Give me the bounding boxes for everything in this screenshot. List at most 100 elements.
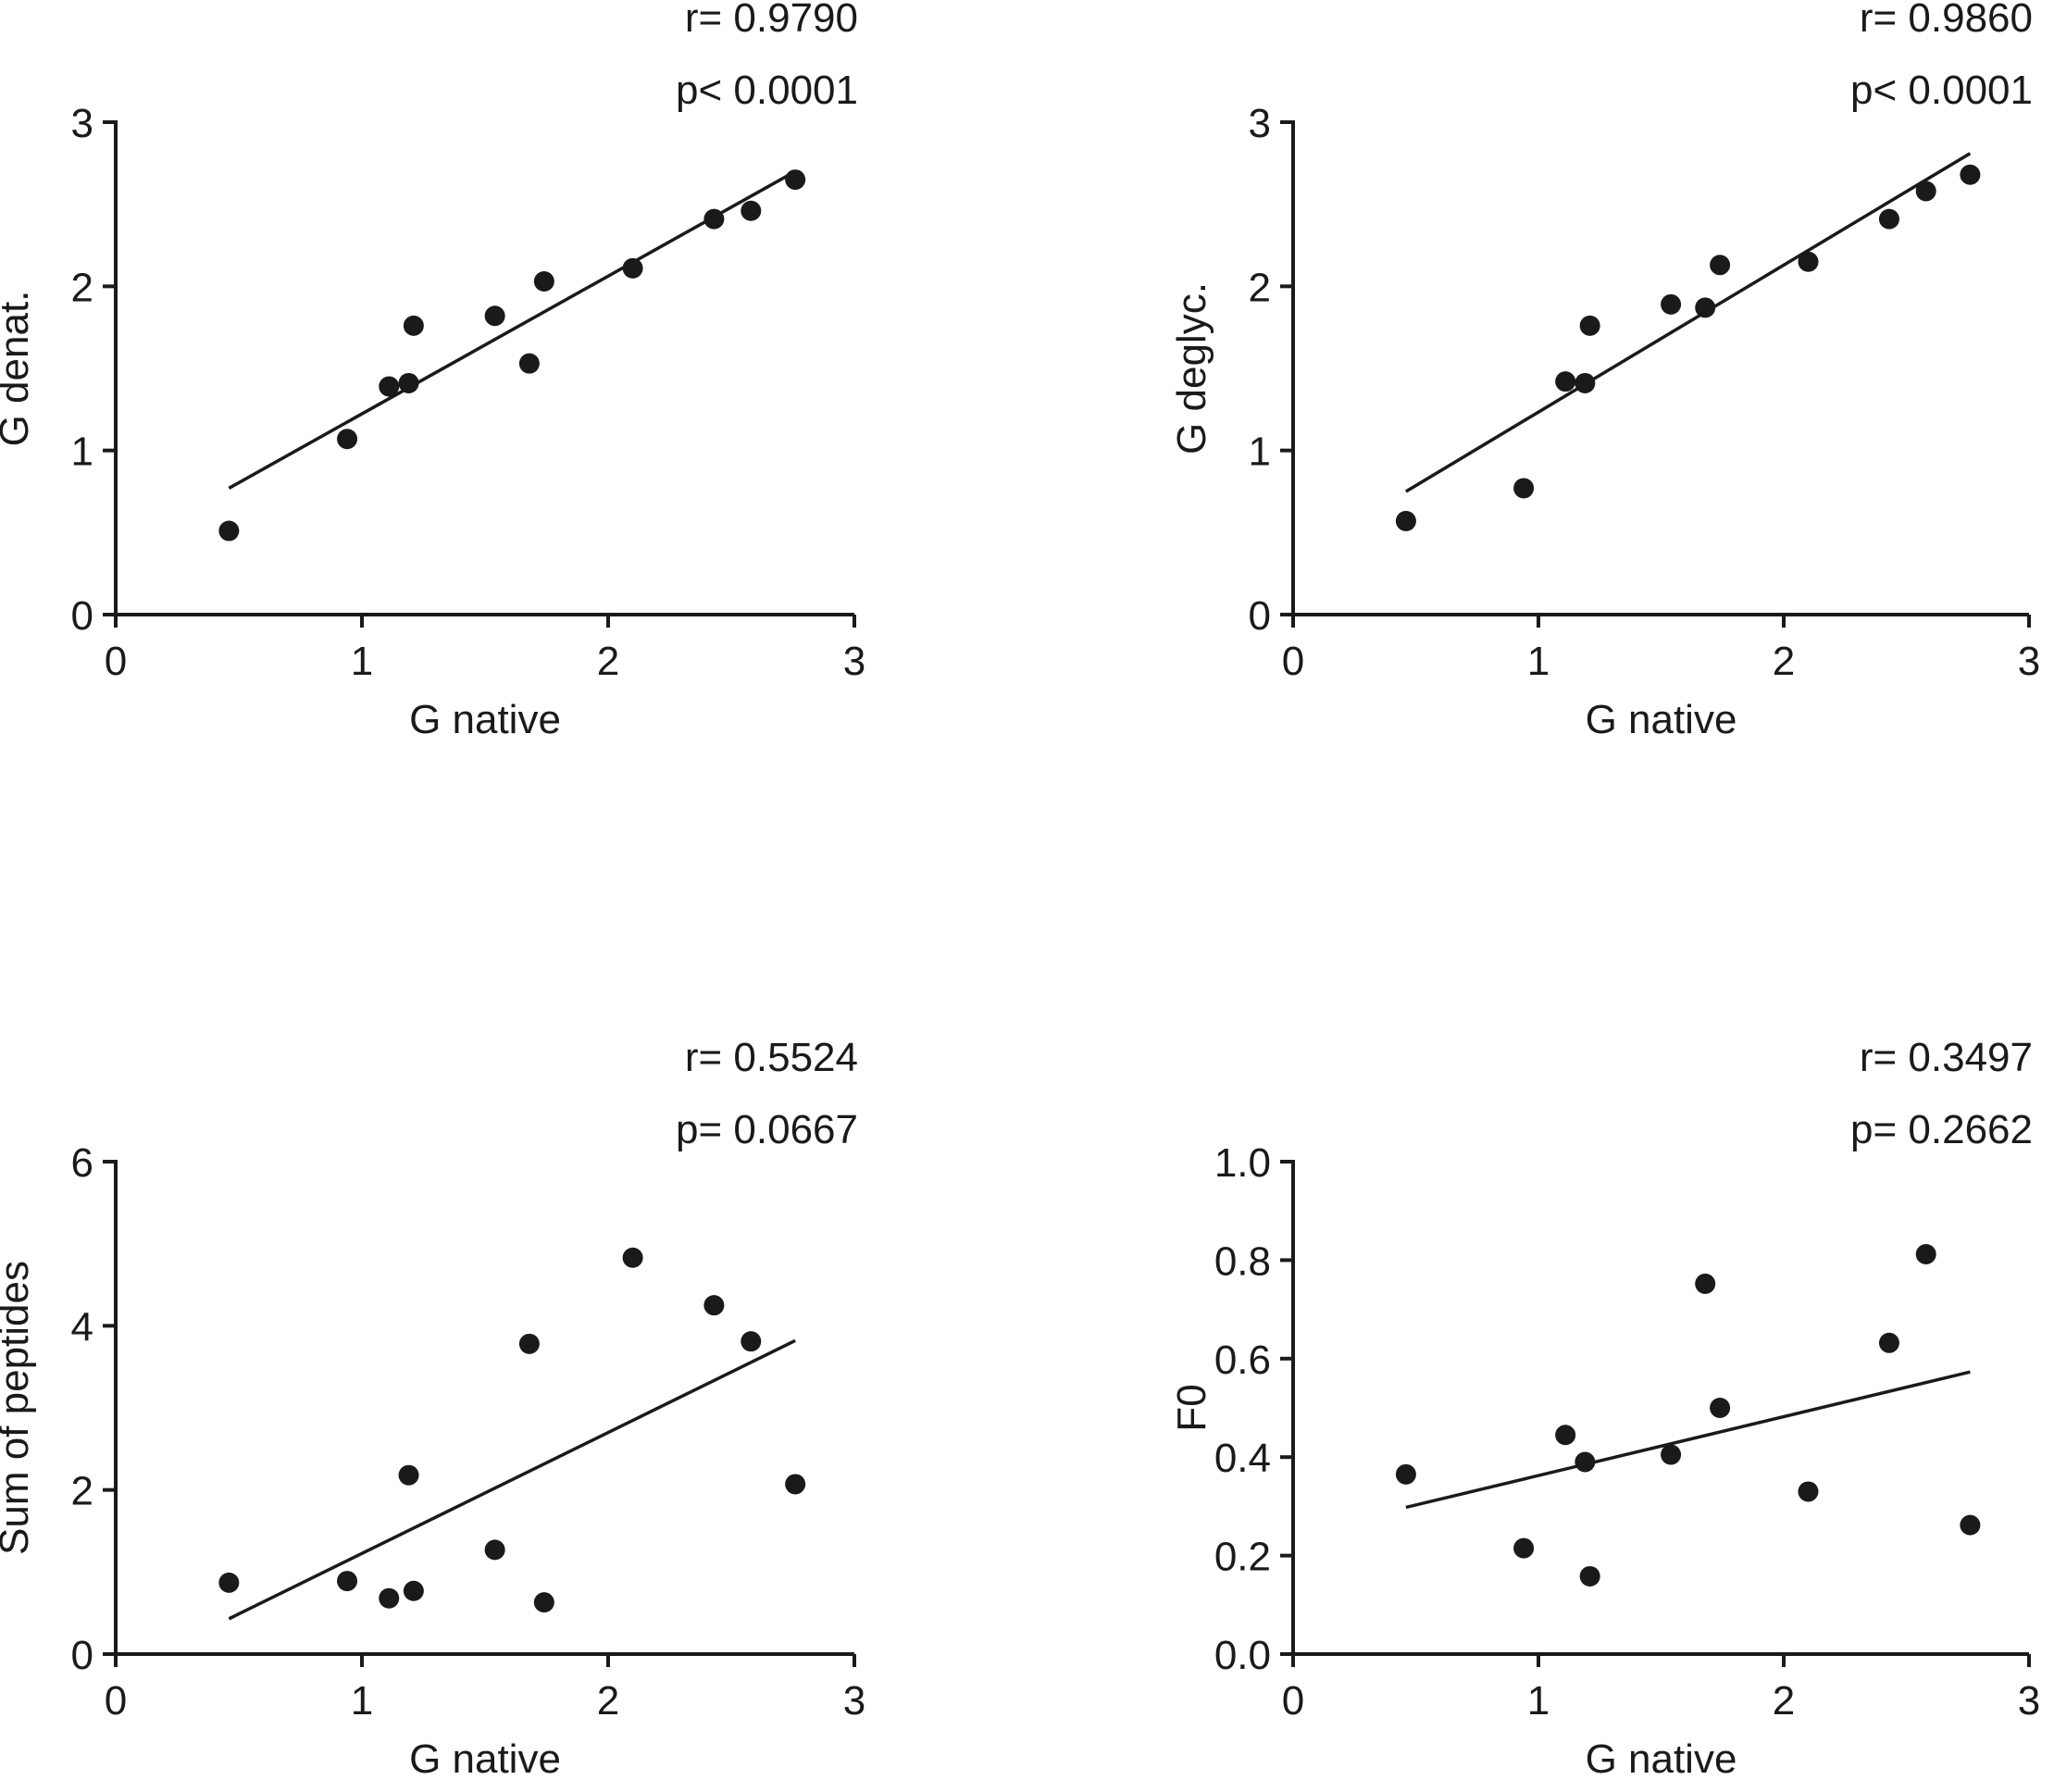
data-point [379,376,400,397]
data-point [398,372,419,393]
data-point [785,169,806,191]
data-point [403,315,424,336]
data-point [1555,371,1576,392]
x-tick-label: 2 [597,1678,619,1724]
y-tick-label: 2 [71,1469,93,1514]
data-point [703,208,725,230]
x-axis-title: G native [409,1736,561,1782]
data-point [379,1587,400,1609]
r-value-label: r= 0.3497 [1860,1035,2033,1080]
y-tick-label: 0.6 [1214,1338,1271,1383]
data-point [703,1295,725,1316]
data-point [1513,1537,1535,1559]
y-tick-label: 0 [71,1633,93,1678]
data-point [1695,1273,1716,1294]
data-point [337,429,358,450]
x-axis-title: G native [1586,1736,1737,1782]
y-axis-title: Sum of peptides [0,1261,37,1555]
data-point [1575,372,1596,393]
data-point [1513,478,1535,499]
data-point [1695,297,1716,318]
data-point [1579,1565,1600,1587]
x-tick-label: 2 [597,639,619,684]
data-point [1710,255,1731,276]
x-tick-label: 0 [105,1678,127,1724]
y-tick-label: 3 [71,101,93,146]
data-point [533,1592,554,1613]
data-point [1878,208,1899,230]
y-tick-label: 3 [1249,101,1271,146]
y-tick-label: 1.0 [1214,1140,1271,1186]
data-point [1710,1398,1731,1418]
data-point [1798,1481,1819,1502]
r-value-label: r= 0.5524 [685,1035,858,1080]
data-point [1960,1514,1981,1536]
y-tick-label: 1 [1249,429,1271,475]
x-axis-title: G native [1586,697,1737,742]
x-tick-label: 3 [843,1678,865,1724]
data-point [785,1474,806,1495]
panel-2: 0 1 2 3 0 1 2 3 G native G deglyc. r= 0.9860 p< 0.0… [1169,0,2040,742]
x-tick-label: 2 [1773,639,1795,684]
data-point [1395,510,1416,531]
y-axis-title: G deglyc. [1169,282,1214,454]
data-point [403,1580,424,1601]
regression-line [1405,152,1972,493]
y-axis-title: F0 [1169,1384,1214,1431]
y-tick-label: 0.2 [1214,1535,1271,1580]
r-value-label: r= 0.9860 [1860,0,2033,41]
data-point [741,1331,762,1352]
data-point [1878,1332,1899,1353]
data-point [1395,1463,1416,1485]
y-tick-label: 2 [71,265,93,310]
data-point [622,1247,643,1268]
data-point [218,520,240,541]
data-point [1798,251,1819,272]
y-tick-label: 4 [71,1304,93,1350]
data-point [518,353,540,374]
p-value-label: p< 0.0001 [676,68,858,113]
data-point [1915,1244,1936,1265]
y-tick-label: 2 [1249,265,1271,310]
y-tick-label: 0.4 [1214,1436,1271,1481]
data-point [622,257,643,279]
r-value-label: r= 0.9790 [685,0,858,41]
x-tick-label: 1 [1527,639,1550,684]
data-point [518,1333,540,1354]
p-value-label: p= 0.2662 [1850,1107,2033,1152]
y-tick-label: 1 [71,429,93,475]
data-point [398,1464,419,1486]
y-tick-label: 0.8 [1214,1238,1271,1284]
x-tick-label: 0 [105,639,127,684]
regression-line [1405,1370,1971,1510]
x-tick-label: 1 [1527,1678,1550,1724]
data-point [484,1539,505,1561]
x-tick-label: 3 [2018,639,2040,684]
x-tick-label: 0 [1282,1678,1304,1724]
x-tick-label: 1 [351,1678,373,1724]
x-tick-label: 1 [351,639,373,684]
x-axis-title: G native [409,697,561,742]
data-point [337,1571,358,1592]
data-point [741,200,762,221]
p-value-label: p< 0.0001 [1850,68,2033,113]
regression-line [228,169,797,490]
regression-line [228,1338,796,1621]
y-tick-label: 0.0 [1214,1633,1271,1678]
y-tick-label: 6 [71,1140,93,1186]
panel-4: 0 1 2 3 0.0 0.2 0.4 0.6 0.8 1.0 G native F0 r= 0.349… [1169,1035,2040,1782]
y-tick-label: 0 [71,593,93,639]
panel-1: 0 1 2 3 0 1 2 3 G native G denat. r= 0.9790 p< 0.00… [0,0,865,742]
y-tick-label: 0 [1249,593,1271,639]
data-point [1661,1444,1682,1465]
data-point [484,305,505,327]
x-tick-label: 2 [1773,1678,1795,1724]
panel-3: 0 1 2 3 0 2 4 6 G native Sum of peptides r= 0.5524… [0,1035,865,1782]
data-point [533,271,554,292]
data-point [218,1572,240,1593]
data-point [1915,180,1936,202]
y-axis-title: G denat. [0,291,37,447]
x-tick-label: 3 [2018,1678,2040,1724]
x-tick-label: 0 [1282,639,1304,684]
